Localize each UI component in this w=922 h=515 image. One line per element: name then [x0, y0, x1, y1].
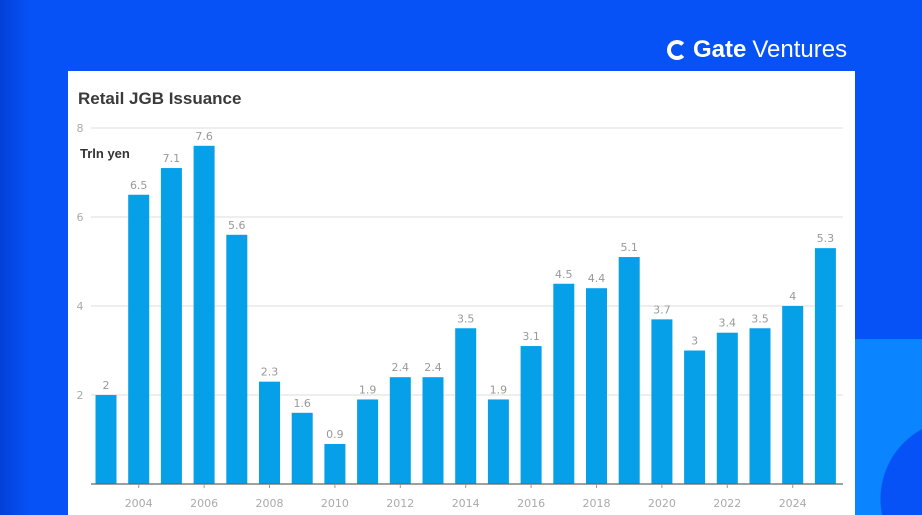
bar-2015: [487, 399, 509, 484]
gate-logo-icon: [667, 40, 687, 60]
x-tick-label: 2018: [583, 497, 611, 510]
x-tick-label: 2008: [256, 497, 284, 510]
bar-2003: [95, 395, 117, 484]
x-tick-label: 2020: [648, 497, 676, 510]
bar-2009: [291, 412, 313, 484]
data-label: 3.1: [522, 330, 540, 343]
bar-2013: [422, 377, 444, 484]
data-label: 1.9: [359, 383, 377, 396]
bar-2021: [684, 350, 706, 484]
x-tick-label: 2022: [713, 497, 741, 510]
bar-2018: [586, 288, 607, 484]
data-label: 4.5: [555, 268, 573, 281]
bar-2014: [455, 328, 477, 484]
bar-2025: [814, 248, 836, 484]
background-block: [855, 339, 922, 515]
bar-2005: [160, 168, 182, 485]
data-label: 5.1: [620, 241, 638, 254]
bar-2011: [357, 399, 379, 484]
data-label: 2.3: [261, 366, 279, 379]
data-label: 0.9: [326, 428, 344, 441]
data-label: 3.5: [751, 312, 769, 325]
data-label: 4.4: [588, 272, 606, 285]
data-label: 6.5: [130, 179, 148, 192]
x-tick-label: 2016: [517, 497, 545, 510]
y-tick-label: 8: [77, 122, 84, 135]
data-label: 2.4: [424, 361, 442, 374]
data-label: 2.4: [392, 361, 410, 374]
data-label: 3.4: [719, 317, 737, 330]
y-tick-label: 6: [77, 211, 84, 224]
brand-name-light: Ventures: [752, 36, 848, 63]
x-tick-label: 2004: [125, 497, 153, 510]
data-label: 1.9: [490, 383, 508, 396]
chart-title: Retail JGB Issuance: [78, 89, 241, 108]
data-label: 2: [103, 379, 110, 392]
bar-2020: [651, 319, 673, 484]
data-label: 7.6: [195, 130, 213, 143]
bar-2006: [193, 145, 215, 485]
bar-2019: [618, 257, 640, 484]
chart-card: Retail JGB Issuance Trln yen 2 4 6 8 2 6.5 7.1…: [68, 71, 855, 515]
bar-2004: [128, 194, 150, 484]
x-tick-label: 2014: [452, 497, 480, 510]
x-tick-label: 2006: [190, 497, 218, 510]
data-label: 5.3: [817, 232, 835, 245]
bar-2016: [520, 346, 542, 484]
bar-2010: [324, 443, 346, 484]
data-label: 7.1: [163, 152, 181, 165]
bar-chart: Retail JGB Issuance Trln yen 2 4 6 8 2 6.5 7.1…: [77, 89, 843, 510]
gate-ventures-logo: Gate Ventures: [667, 36, 847, 64]
bar-2012: [389, 377, 411, 484]
bar-2024: [782, 306, 804, 484]
data-label: 4: [789, 290, 796, 303]
data-label: 1.6: [293, 397, 311, 410]
y-tick-label: 2: [77, 389, 84, 402]
bar-2017: [553, 283, 575, 484]
x-tick-label: 2012: [386, 497, 414, 510]
brand-name-bold: Gate: [693, 36, 747, 63]
bar-2007: [226, 234, 248, 484]
data-label: 5.6: [228, 219, 246, 232]
bar-2023: [749, 328, 771, 484]
y-axis-unit: Trln yen: [80, 146, 130, 161]
y-tick-label: 4: [77, 300, 84, 313]
data-label: 3: [691, 335, 698, 348]
data-label: 3.5: [457, 312, 475, 325]
x-tick-label: 2010: [321, 497, 349, 510]
data-label: 3.7: [653, 303, 671, 316]
x-tick-label: 2024: [779, 497, 807, 510]
bar-2022: [716, 332, 738, 484]
bar-2008: [259, 381, 280, 484]
background-strip: [0, 0, 30, 515]
